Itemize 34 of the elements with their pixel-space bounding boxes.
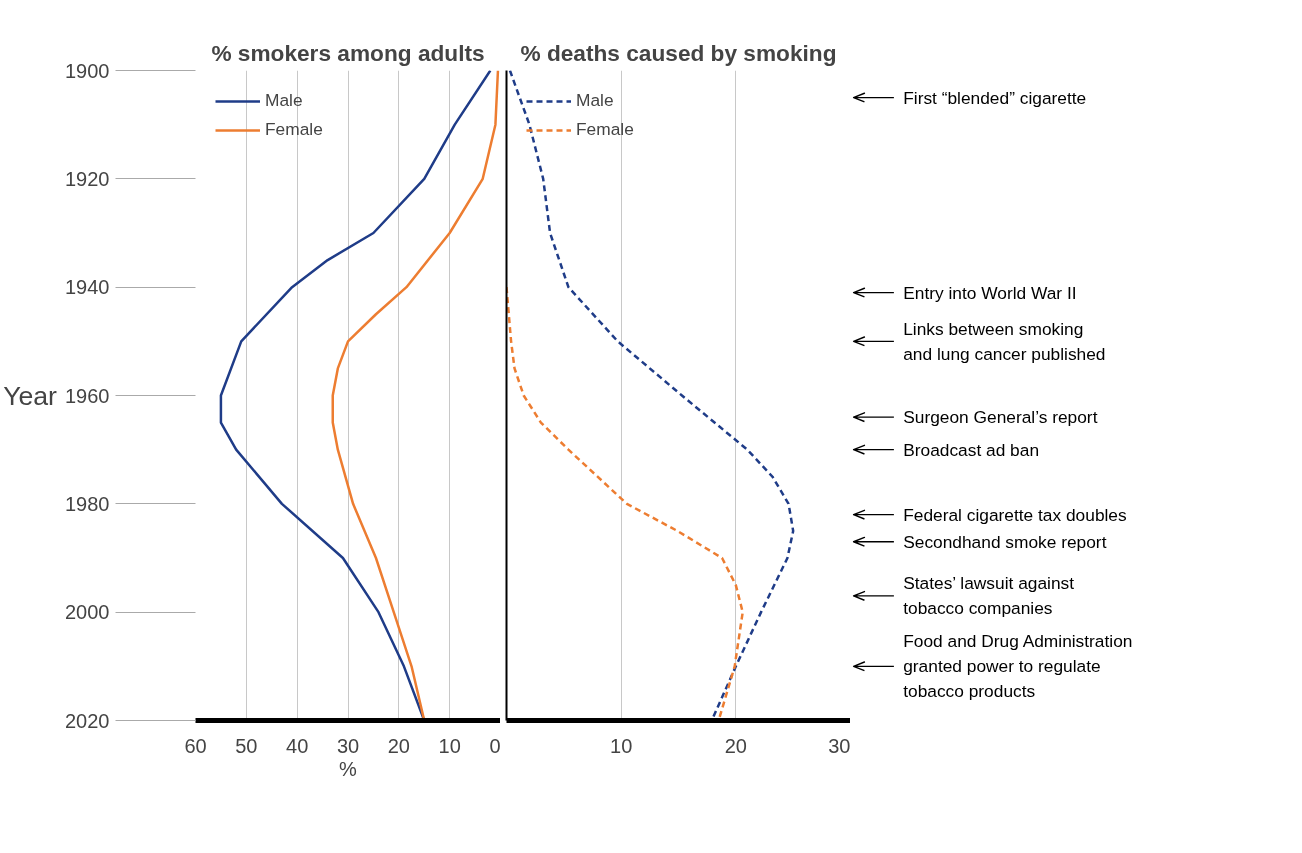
ref-line-label: First “blended” cigarette — [903, 87, 1087, 108]
x-tick-label: 10 — [610, 734, 633, 757]
legend-label: Male — [576, 90, 614, 111]
y-tick-label: 1920 — [65, 167, 110, 190]
x-tick-label: 20 — [724, 734, 747, 757]
x-tick-label: 60 — [184, 734, 207, 757]
y-tick-label: 1900 — [65, 59, 110, 82]
x-tick-label: 40 — [286, 734, 309, 757]
legend-label: Male — [265, 90, 303, 111]
chart-title: % deaths caused by smoking — [520, 39, 837, 66]
ref-line-label: Federal cigarette tax doubles — [903, 504, 1128, 525]
x-tick-label: 50 — [235, 734, 258, 757]
y-tick-label: 1960 — [65, 384, 110, 407]
x-tick-label: 10 — [438, 734, 461, 757]
y-tick-label: 1940 — [65, 276, 110, 299]
x-tick-label: 30 — [336, 734, 360, 757]
x-axis-title: % — [339, 757, 358, 780]
x-tick-label: 30 — [828, 734, 851, 757]
legend-label: Female — [265, 119, 323, 140]
ref-line-label: Links between smoking and lung cancer published — [903, 318, 1106, 364]
ref-line-label: Entry into World War II — [903, 282, 1077, 303]
x-tick-label: 20 — [387, 734, 410, 757]
y-tick-label: 2020 — [65, 709, 110, 732]
ref-line-label: States’ lawsuit against tobacco companies — [903, 573, 1075, 619]
x-tick-label: 0 — [489, 734, 501, 757]
chart-title: % smokers among adults — [211, 39, 485, 66]
ref-line-label: Food and Drug Administration granted power to regulate tobacco products — [903, 631, 1133, 702]
ref-line-label: Surgeon General’s report — [903, 407, 1098, 428]
y-tick-label: 1980 — [65, 492, 110, 515]
ref-line-label: Broadcast ad ban — [903, 439, 1040, 460]
legend-label: Female — [576, 119, 634, 140]
y-axis-title: Year — [3, 380, 58, 411]
ref-line-label: Secondhand smoke report — [903, 531, 1107, 552]
y-tick-label: 2000 — [65, 601, 110, 624]
